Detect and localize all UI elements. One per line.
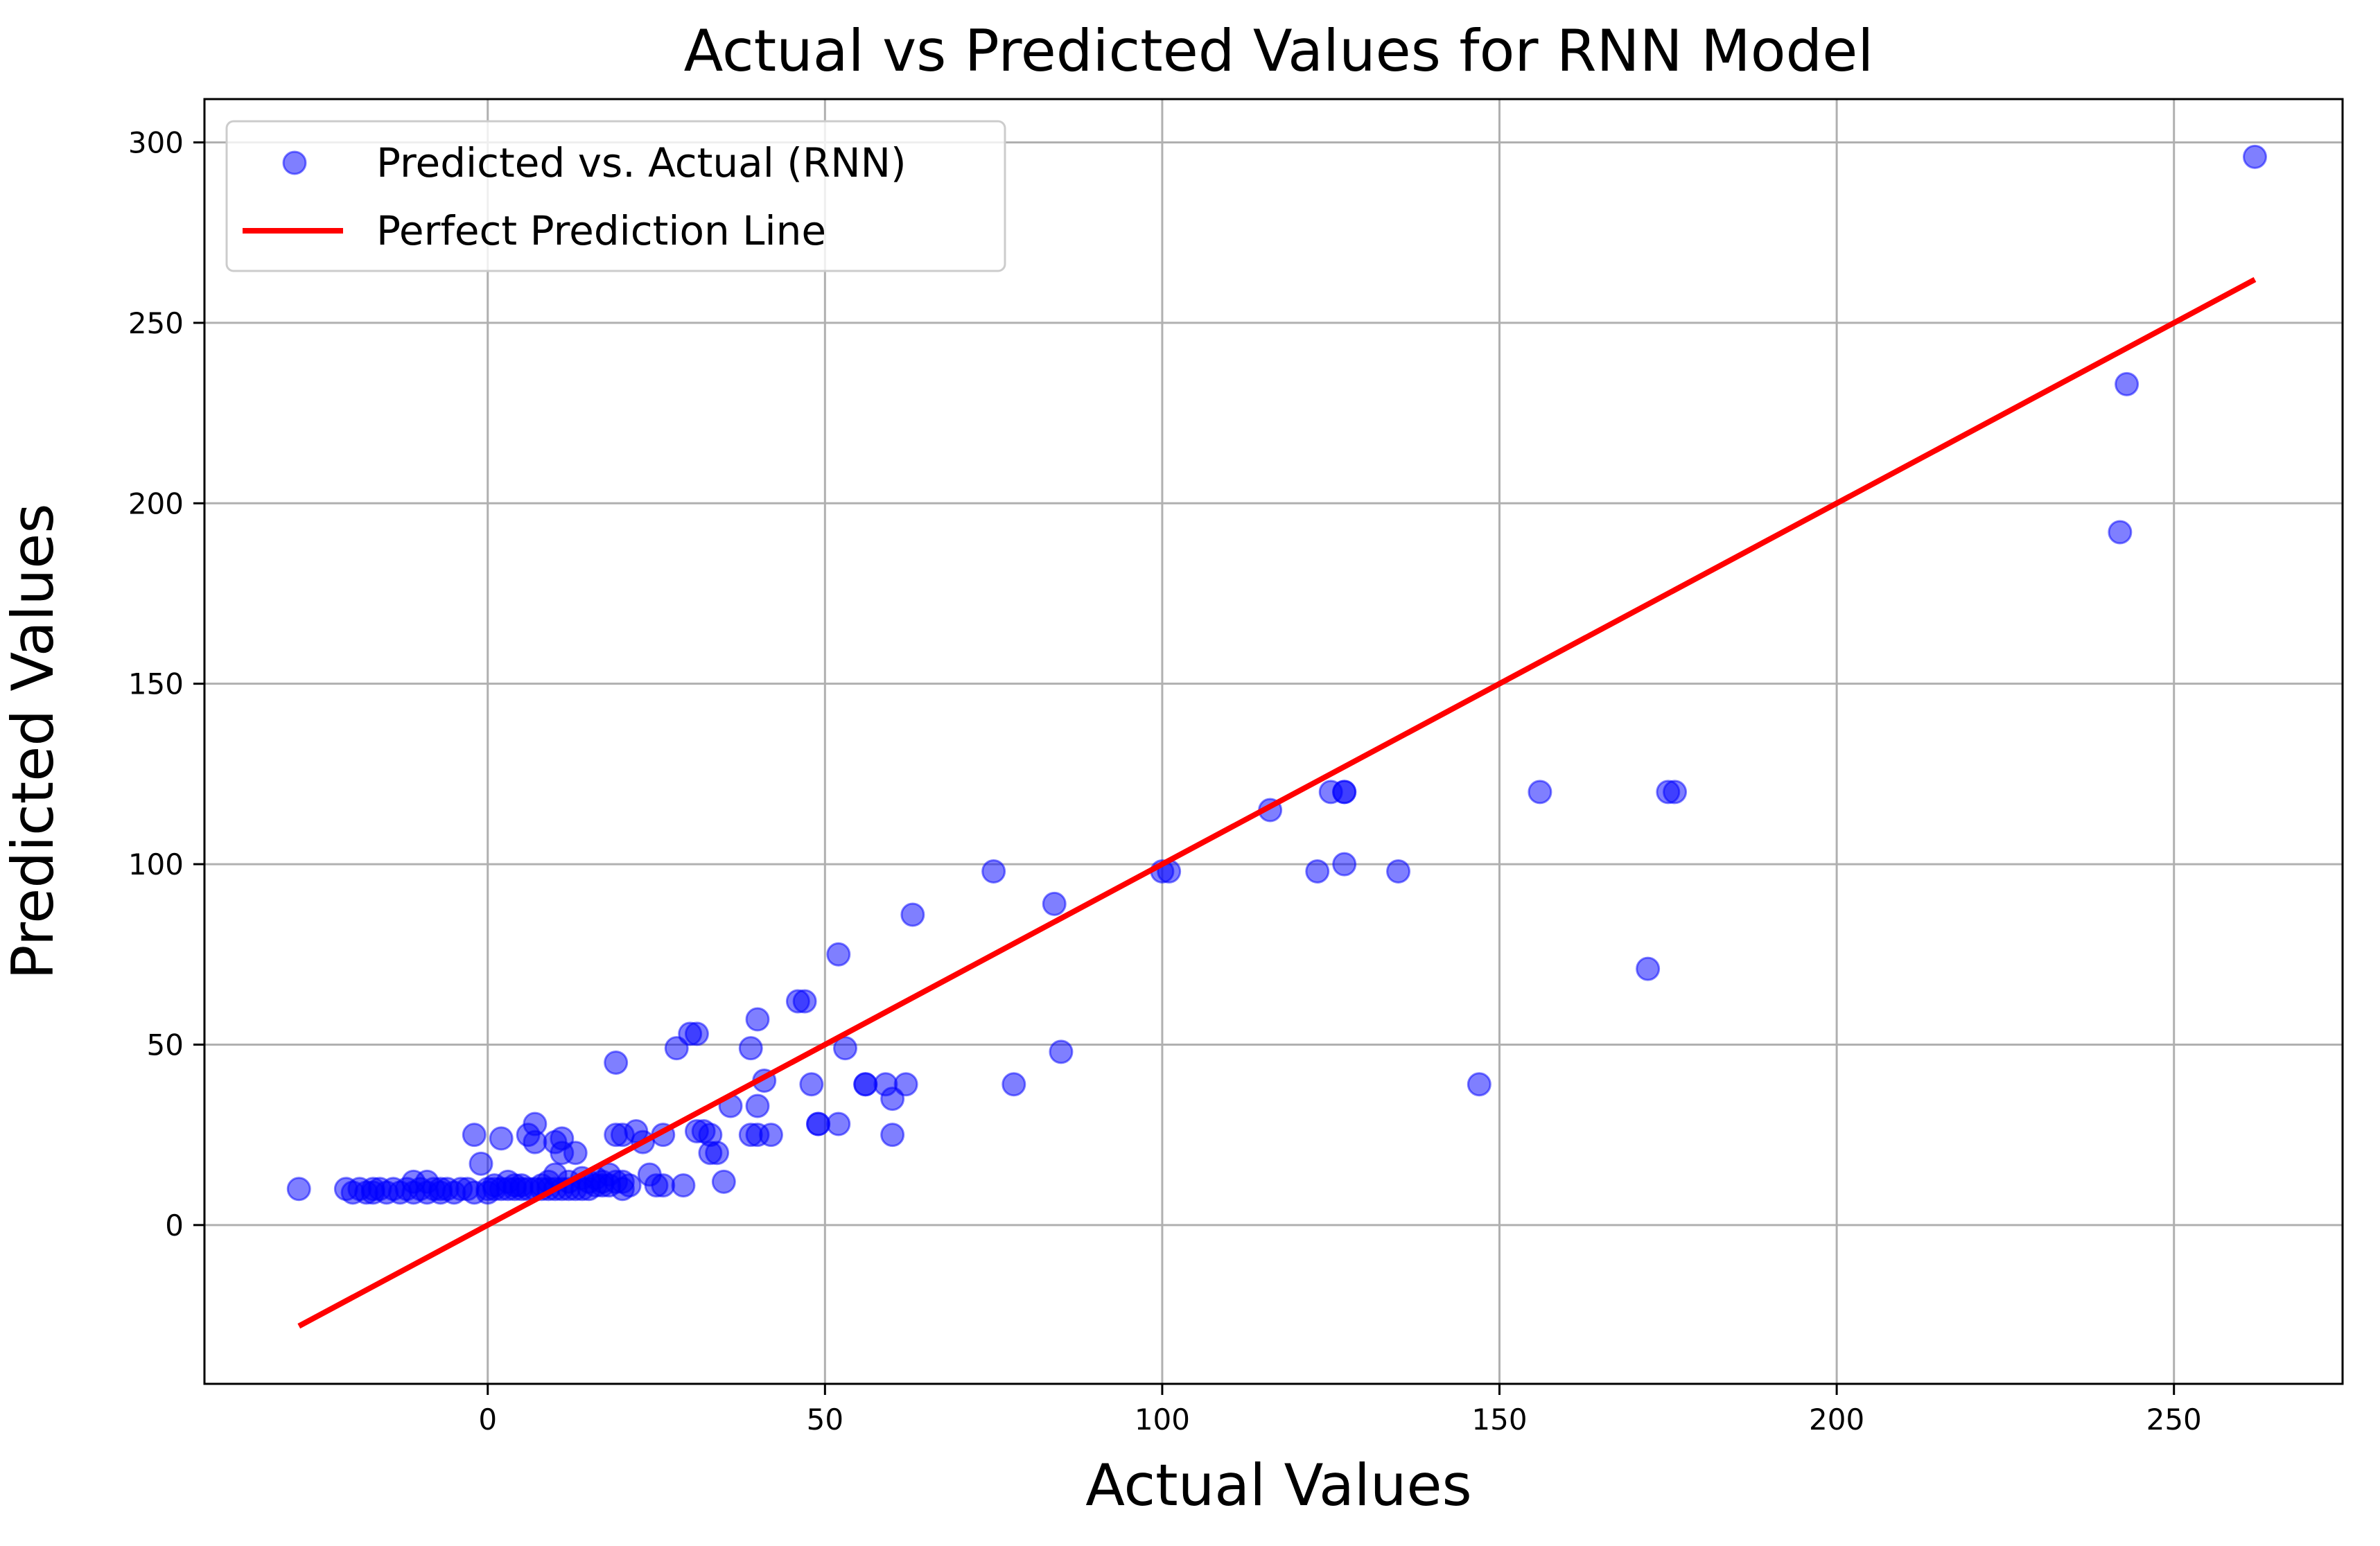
scatter-point bbox=[799, 1072, 824, 1097]
scatter-point bbox=[2108, 520, 2133, 545]
scatter-point bbox=[563, 1141, 588, 1166]
scatter-point bbox=[1001, 1072, 1026, 1097]
scatter-point bbox=[684, 1021, 709, 1046]
scatter-point bbox=[880, 1123, 905, 1148]
scatter-point bbox=[1049, 1039, 1074, 1064]
scatter-point bbox=[1332, 852, 1357, 877]
scatter-point bbox=[489, 1126, 514, 1151]
x-axis-label: Actual Values bbox=[1085, 1452, 1472, 1519]
scatter-point bbox=[745, 1093, 770, 1118]
scatter-point bbox=[1332, 780, 1357, 805]
perfect-prediction-series bbox=[297, 276, 2257, 1329]
scatter-point bbox=[853, 1072, 878, 1097]
scatter-point bbox=[286, 1177, 311, 1202]
scatter-point bbox=[900, 902, 925, 927]
scatter-point bbox=[705, 1141, 730, 1166]
y-tick-label: 300 bbox=[128, 125, 184, 159]
scatter-point bbox=[893, 1072, 918, 1097]
scatter-point bbox=[462, 1123, 487, 1148]
scatter-point bbox=[1467, 1072, 1491, 1097]
scatter-point bbox=[711, 1169, 736, 1194]
scatter-point bbox=[671, 1173, 696, 1198]
legend-label-line: Perfect Prediction Line bbox=[376, 207, 826, 254]
scatter-point bbox=[1305, 859, 1330, 884]
scatter-point bbox=[745, 1007, 770, 1032]
scatter-point bbox=[738, 1036, 763, 1061]
x-tick-label: 0 bbox=[478, 1403, 497, 1437]
x-tick-label: 250 bbox=[2146, 1403, 2202, 1437]
x-tick-label: 150 bbox=[1471, 1403, 1527, 1437]
y-tick-label: 150 bbox=[128, 667, 184, 701]
scatter-point bbox=[758, 1123, 783, 1148]
scatter-point bbox=[1663, 780, 1688, 805]
legend: Predicted vs. Actual (RNN) Perfect Predi… bbox=[225, 120, 1006, 272]
scatter-point bbox=[523, 1112, 548, 1136]
legend-scatter-marker bbox=[282, 150, 307, 175]
x-axis-ticks: 0 50 100 150 200 250 bbox=[478, 1384, 2202, 1437]
scatter-point bbox=[617, 1173, 642, 1198]
scatter-points bbox=[286, 144, 2267, 1205]
scatter-point bbox=[1636, 956, 1661, 981]
scatter-point bbox=[1386, 859, 1411, 884]
perfect-prediction-line bbox=[297, 276, 2257, 1329]
scatter-point bbox=[833, 1036, 858, 1061]
legend-label-scatter: Predicted vs. Actual (RNN) bbox=[376, 139, 907, 186]
y-tick-label: 0 bbox=[165, 1209, 184, 1242]
y-axis-label: Predicted Values bbox=[0, 503, 67, 979]
y-tick-label: 200 bbox=[128, 486, 184, 520]
x-tick-label: 200 bbox=[1809, 1403, 1864, 1437]
scatter-point bbox=[651, 1173, 676, 1198]
scatter-point bbox=[2115, 371, 2140, 396]
scatter-point bbox=[981, 859, 1006, 884]
x-tick-label: 50 bbox=[807, 1403, 843, 1437]
y-tick-label: 100 bbox=[128, 847, 184, 881]
scatter-point bbox=[469, 1151, 493, 1176]
y-tick-label: 250 bbox=[128, 306, 184, 340]
scatter-point bbox=[826, 1112, 851, 1136]
scatter-point bbox=[792, 989, 817, 1014]
y-tick-label: 50 bbox=[147, 1028, 184, 1062]
grid bbox=[204, 99, 2343, 1384]
scatter-point bbox=[826, 942, 851, 967]
scatter-point bbox=[1528, 780, 1552, 805]
legend-box bbox=[225, 120, 1006, 272]
x-tick-label: 100 bbox=[1135, 1403, 1190, 1437]
scatter-point bbox=[2242, 144, 2267, 169]
scatter-point bbox=[806, 1112, 831, 1136]
y-axis-ticks: 0 50 100 150 200 250 300 bbox=[128, 125, 204, 1242]
scatter-point bbox=[604, 1051, 629, 1075]
plot-frame bbox=[203, 98, 2344, 1385]
chart-title: Actual vs Predicted Values for RNN Model bbox=[684, 17, 1874, 85]
scatter-point bbox=[1042, 891, 1067, 916]
